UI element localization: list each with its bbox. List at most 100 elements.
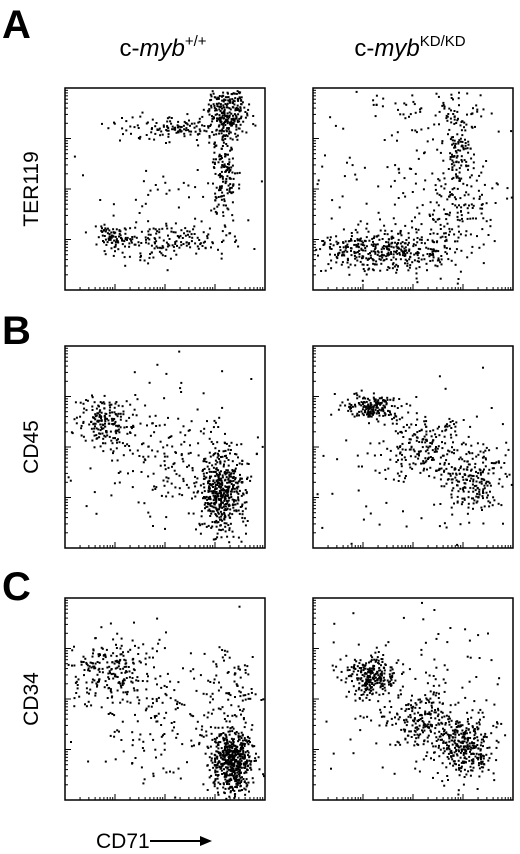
event-dot: [380, 248, 383, 251]
event-dot: [443, 244, 446, 247]
event-dot: [137, 653, 140, 655]
event-dot: [227, 730, 230, 733]
event-dot: [225, 486, 228, 488]
event-dot: [235, 106, 238, 109]
event-dot: [485, 220, 488, 223]
event-dot: [225, 106, 228, 109]
event-dot: [460, 129, 463, 132]
event-dot: [413, 720, 416, 723]
event-dot: [121, 698, 124, 701]
event-dot: [70, 741, 72, 743]
event-dot: [97, 404, 100, 407]
event-dot: [210, 440, 213, 443]
event-dot: [415, 252, 418, 255]
event-dot: [226, 481, 229, 484]
event-dot: [503, 462, 506, 464]
event-dot: [378, 523, 381, 526]
event-dot: [376, 402, 378, 405]
event-dot: [374, 660, 377, 663]
event-dot: [219, 103, 222, 106]
event-dot: [179, 777, 182, 780]
event-dot: [387, 248, 390, 251]
event-dot: [348, 402, 351, 405]
event-dot: [225, 118, 227, 121]
event-dot: [389, 398, 392, 401]
event-dot: [446, 423, 448, 426]
event-dot: [464, 486, 467, 489]
plot-frame: [312, 345, 514, 549]
event-dot: [223, 756, 226, 759]
event-dot: [206, 237, 209, 240]
event-dot: [449, 194, 452, 196]
event-dot: [163, 717, 166, 720]
event-dot: [470, 174, 473, 177]
event-dot: [374, 251, 377, 254]
event-dot: [234, 745, 237, 748]
event-dot: [363, 691, 366, 693]
event-dot: [378, 238, 381, 241]
event-dot: [220, 756, 222, 759]
event-dot: [466, 217, 469, 220]
event-dot: [219, 486, 222, 489]
event-dot: [235, 731, 238, 733]
event-dot: [377, 674, 380, 677]
event-dot: [209, 745, 212, 748]
event-dot: [202, 468, 204, 471]
event-dot: [154, 238, 157, 240]
event-dot: [388, 683, 390, 686]
event-dot: [379, 258, 382, 261]
event-dot: [222, 465, 225, 468]
event-dot: [216, 750, 219, 753]
event-dot: [415, 396, 418, 398]
event-dot: [104, 656, 107, 659]
event-dot: [412, 719, 414, 722]
genotype: KD/KD: [420, 33, 466, 50]
event-dot: [365, 505, 368, 508]
event-dot: [207, 480, 210, 483]
event-dot: [149, 233, 152, 236]
event-dot: [124, 245, 126, 248]
event-dot: [380, 454, 382, 456]
event-dot: [202, 392, 205, 395]
event-dot: [155, 240, 158, 243]
event-dot: [364, 667, 367, 670]
event-dot: [215, 500, 218, 502]
event-dot: [364, 397, 367, 400]
event-dot: [346, 161, 348, 164]
event-dot: [384, 468, 387, 471]
event-dot: [222, 754, 224, 757]
event-dot: [210, 475, 213, 478]
event-dot: [103, 229, 105, 232]
event-dot: [139, 259, 142, 262]
event-dot: [376, 682, 379, 685]
event-dot: [178, 702, 181, 705]
event-dot: [220, 170, 223, 173]
event-dot: [115, 424, 118, 427]
event-dot: [138, 660, 141, 663]
event-dot: [175, 736, 178, 739]
event-dot: [113, 121, 115, 124]
event-dot: [426, 140, 429, 143]
event-dot: [111, 442, 114, 445]
event-dot: [134, 226, 137, 229]
event-dot: [205, 734, 208, 737]
event-dot: [218, 473, 220, 476]
event-dot: [210, 752, 213, 755]
event-dot: [228, 190, 231, 193]
event-dot: [396, 268, 398, 271]
event-dot: [453, 164, 456, 167]
event-dot: [93, 667, 96, 670]
event-dot: [233, 100, 236, 103]
event-dot: [482, 366, 484, 369]
event-dot: [348, 156, 351, 159]
event-dot: [397, 168, 400, 171]
event-dot: [233, 777, 236, 780]
event-dot: [106, 434, 109, 437]
event-dot: [447, 718, 450, 721]
event-dot: [231, 756, 234, 759]
event-dot: [230, 480, 233, 483]
event-dot: [411, 129, 414, 132]
event-dot: [199, 524, 202, 527]
event-dot: [369, 412, 372, 415]
event-dot: [476, 487, 479, 489]
